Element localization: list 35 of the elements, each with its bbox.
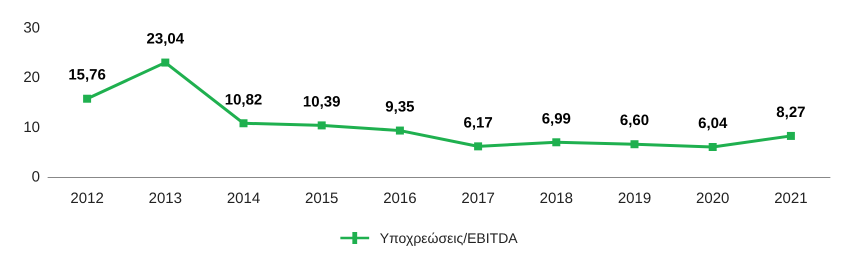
point (786, 132, 795, 140)
point (474, 142, 482, 150)
x-tick-label: 2020 (696, 190, 730, 207)
x-tick-label: 2012 (70, 190, 104, 207)
x-tick-label: 2015 (305, 190, 338, 207)
y-tick-label: 20 (23, 69, 40, 86)
data-label: 6,99 (542, 110, 571, 128)
data-label: 8,27 (776, 104, 806, 121)
point (708, 143, 717, 151)
point (396, 126, 404, 135)
x-tick-label: 2018 (540, 190, 573, 207)
data-label: 9,35 (385, 98, 414, 116)
x-tick-label: 2017 (461, 190, 495, 207)
data-label: 6,04 (698, 115, 728, 132)
x-tick-label: 2021 (774, 190, 808, 207)
data-label: 23,04 (146, 30, 185, 48)
point (161, 58, 170, 67)
y-tick-label: 30 (23, 20, 40, 36)
data-label: 6,17 (464, 114, 493, 132)
data-label: 15,76 (68, 66, 106, 84)
y-tick-label: 10 (23, 118, 40, 136)
x-tick-label: 2019 (618, 190, 652, 207)
x-tick-label: 2014 (226, 190, 260, 207)
x-tick-label: 2013 (148, 190, 182, 207)
point (552, 138, 560, 146)
point (630, 140, 638, 148)
point (318, 121, 326, 130)
point (83, 94, 92, 103)
point (240, 119, 248, 128)
legend-label: Υποχρεώσεις/EBITDA (380, 230, 518, 246)
x-tick-label: 2016 (383, 190, 417, 207)
data-label: 10,39 (302, 93, 340, 110)
data-label: 10,82 (224, 91, 262, 108)
y-tick-label: 0 (32, 168, 40, 186)
data-label: 6,60 (620, 112, 650, 130)
